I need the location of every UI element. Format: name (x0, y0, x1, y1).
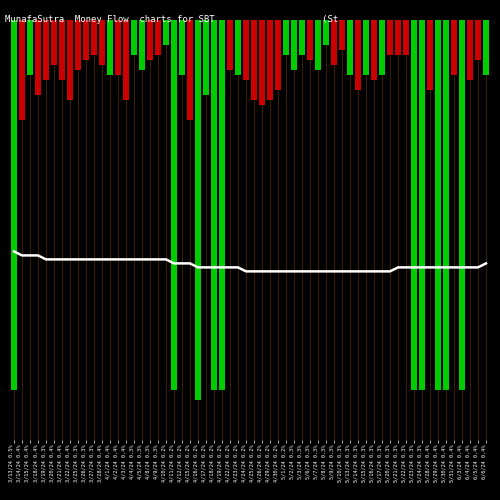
Bar (444, 20, 448, 390)
Bar (332, 20, 336, 65)
Bar (308, 20, 312, 60)
Bar (220, 20, 224, 390)
Bar (476, 20, 480, 60)
Bar (348, 20, 352, 75)
Bar (436, 20, 440, 390)
Text: MunafaSutra  Money Flow  charts for SBT                    (St                  : MunafaSutra Money Flow charts for SBT (S… (5, 15, 500, 24)
Bar (60, 20, 64, 80)
Bar (372, 20, 376, 80)
Bar (108, 20, 112, 75)
Bar (284, 20, 288, 55)
Bar (228, 20, 232, 70)
Bar (76, 20, 80, 70)
Bar (92, 20, 96, 55)
Bar (100, 20, 104, 65)
Bar (356, 20, 360, 90)
Bar (156, 20, 160, 55)
Bar (260, 20, 264, 105)
Bar (300, 20, 304, 55)
Bar (404, 20, 408, 55)
Bar (212, 20, 216, 390)
Bar (388, 20, 392, 55)
Bar (12, 20, 16, 390)
Bar (188, 20, 192, 120)
Bar (196, 20, 200, 400)
Bar (420, 20, 424, 390)
Bar (132, 20, 136, 55)
Bar (316, 20, 320, 70)
Bar (428, 20, 432, 90)
Bar (364, 20, 368, 75)
Bar (412, 20, 416, 390)
Bar (324, 20, 328, 45)
Bar (452, 20, 456, 75)
Bar (292, 20, 296, 70)
Bar (116, 20, 120, 75)
Bar (340, 20, 344, 50)
Bar (20, 20, 24, 120)
Bar (36, 20, 41, 95)
Bar (148, 20, 152, 60)
Bar (380, 20, 384, 75)
Bar (68, 20, 72, 100)
Bar (172, 20, 176, 390)
Bar (252, 20, 256, 100)
Bar (276, 20, 280, 90)
Bar (468, 20, 472, 80)
Bar (460, 20, 464, 390)
Bar (52, 20, 57, 65)
Bar (484, 20, 488, 75)
Bar (204, 20, 208, 95)
Bar (28, 20, 32, 75)
Bar (140, 20, 144, 70)
Bar (164, 20, 168, 45)
Bar (236, 20, 240, 75)
Bar (84, 20, 88, 60)
Bar (124, 20, 128, 100)
Bar (268, 20, 272, 100)
Bar (396, 20, 400, 55)
Bar (180, 20, 184, 75)
Bar (44, 20, 49, 80)
Bar (244, 20, 248, 80)
